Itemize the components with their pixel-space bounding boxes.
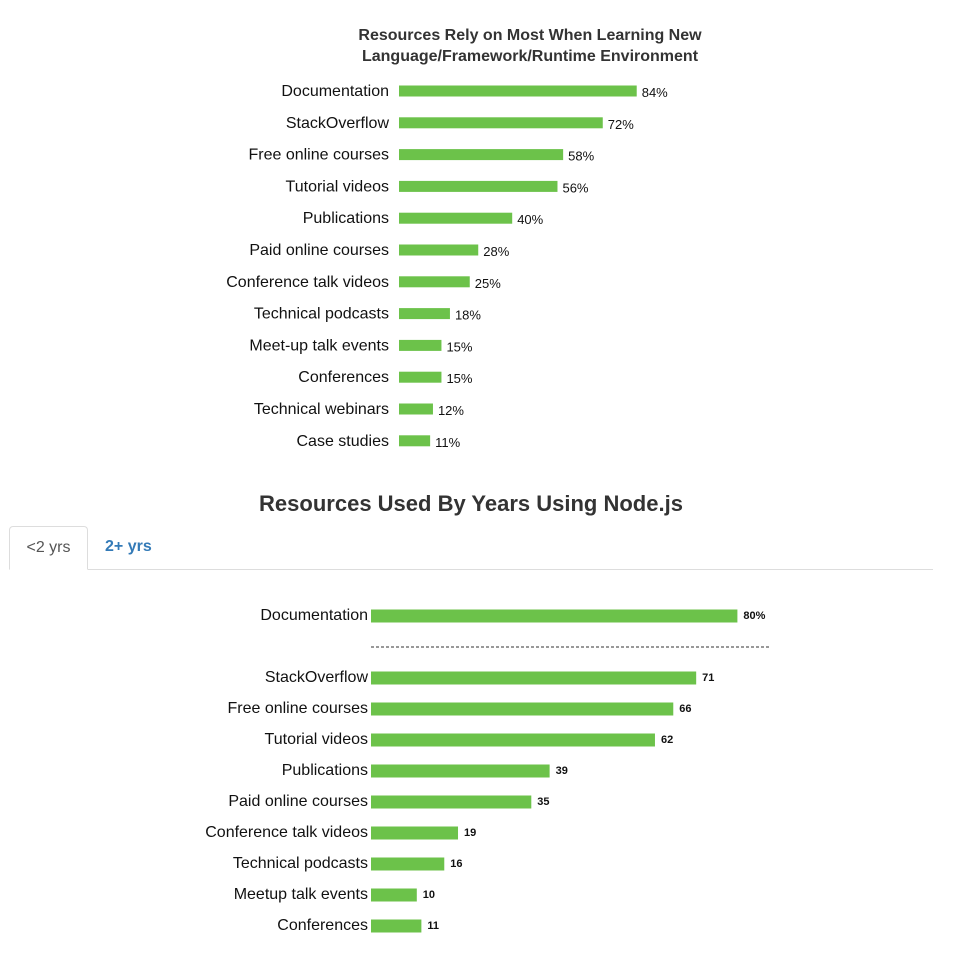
bar: [371, 609, 738, 623]
value-label: 66: [679, 703, 691, 715]
chart2-title: Resources Used By Years Using Node.js: [259, 491, 683, 516]
category-label: Case studies: [297, 433, 390, 450]
category-label: Paid online courses: [249, 242, 389, 259]
tab-less-than-2-yrs[interactable]: <2 yrs: [9, 526, 88, 570]
bar: [399, 339, 442, 351]
bar: [399, 276, 470, 288]
category-label: Publications: [282, 762, 368, 779]
category-label: Documentation: [281, 83, 389, 100]
category-label: Technical webinars: [254, 401, 389, 418]
bar: [371, 888, 417, 902]
category-label: Publications: [303, 210, 389, 227]
bar: [399, 212, 513, 224]
bar: [371, 733, 655, 747]
category-label: Meet-up talk events: [249, 337, 389, 354]
value-label: 25%: [475, 276, 501, 291]
value-label: 58%: [568, 149, 594, 164]
value-label: 11%: [435, 435, 460, 450]
bar: [399, 117, 603, 129]
value-label: 39: [556, 765, 568, 777]
chart1-title-line2: Language/Framework/Runtime Environment: [362, 48, 699, 65]
chart1-bars: Documentation 84% StackOverflow 72% Free onl…: [226, 83, 668, 450]
category-label: Tutorial videos: [265, 731, 368, 748]
value-label: 84%: [642, 85, 668, 100]
value-label: 62: [661, 734, 673, 746]
value-label: 28%: [483, 244, 509, 259]
value-label: 72%: [608, 117, 634, 132]
value-label: 12%: [438, 403, 464, 418]
category-label: Documentation: [260, 607, 368, 624]
bar: [399, 244, 479, 256]
bar: [399, 403, 433, 415]
category-label: Paid online courses: [228, 793, 368, 810]
value-label: 71: [702, 672, 714, 684]
value-label: 40%: [517, 212, 543, 227]
category-label: StackOverflow: [286, 115, 390, 132]
bar: [399, 371, 442, 383]
category-label: StackOverflow: [265, 669, 369, 686]
tab-label: 2+ yrs: [105, 538, 152, 555]
bar: [371, 702, 674, 716]
value-label: 18%: [455, 308, 481, 323]
bar: [371, 919, 422, 933]
bar: [399, 308, 450, 320]
chart1-title-line1: Resources Rely on Most When Learning New: [358, 27, 702, 44]
value-label: 10: [423, 889, 435, 901]
bar: [371, 795, 532, 809]
value-label: 80%: [743, 610, 765, 622]
value-label: 35: [537, 796, 549, 808]
tab-label: <2 yrs: [26, 539, 71, 556]
bar: [371, 764, 550, 778]
bar: [371, 671, 697, 685]
category-label: Meetup talk events: [234, 886, 368, 903]
years-tab-bar: <2 yrs 2+ yrs: [9, 526, 933, 570]
value-label: 19: [464, 827, 476, 839]
category-label: Technical podcasts: [233, 855, 368, 872]
bar: [371, 857, 445, 871]
bar: [399, 435, 431, 447]
value-label: 15%: [446, 339, 472, 354]
category-label: Conferences: [277, 917, 368, 934]
value-label: 56%: [562, 180, 588, 195]
category-label: Technical podcasts: [254, 306, 389, 323]
bar: [399, 149, 564, 161]
bar: [399, 85, 637, 97]
bar: [371, 826, 459, 840]
tab-2-plus-yrs[interactable]: 2+ yrs: [105, 526, 152, 570]
category-label: Conference talk videos: [205, 824, 368, 841]
chart-resources-by-years: Resources Used By Years Using Node.js Do…: [205, 491, 771, 934]
category-label: Free online courses: [248, 147, 389, 164]
bar: [399, 180, 558, 192]
category-label: Conferences: [298, 369, 389, 386]
category-label: Conference talk videos: [226, 274, 389, 291]
chart-learning-resources: Resources Rely on Most When Learning New…: [226, 27, 702, 450]
value-label: 15%: [446, 371, 472, 386]
category-label: Free online courses: [227, 700, 368, 717]
value-label: 16: [450, 858, 462, 870]
category-label: Tutorial videos: [286, 178, 389, 195]
chart2-bars: Documentation 80% StackOverflow 71 Free onli…: [205, 607, 771, 934]
value-label: 11: [427, 920, 439, 932]
